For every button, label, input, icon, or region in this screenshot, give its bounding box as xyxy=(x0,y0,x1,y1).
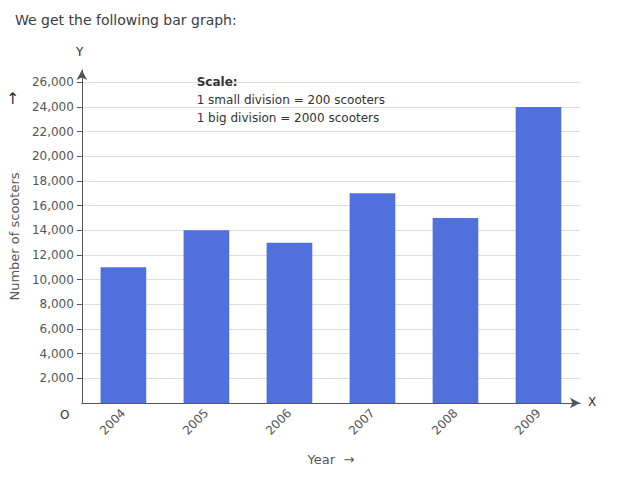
svg-text:2009: 2009 xyxy=(512,406,543,437)
svg-text:Y: Y xyxy=(75,45,84,59)
svg-text:6,000: 6,000 xyxy=(40,322,74,336)
svg-text:1 small division = 200 scooter: 1 small division = 200 scooters xyxy=(197,93,385,107)
svg-text:24,000: 24,000 xyxy=(32,100,74,114)
svg-text:Scale:: Scale: xyxy=(197,75,238,89)
svg-text:Year →: Year → xyxy=(307,452,355,467)
svg-text:4,000: 4,000 xyxy=(40,347,74,361)
svg-text:X: X xyxy=(588,395,596,409)
svg-text:20,000: 20,000 xyxy=(32,149,74,163)
svg-text:↑: ↑ xyxy=(6,89,19,108)
svg-text:26,000: 26,000 xyxy=(32,75,74,89)
svg-text:14,000: 14,000 xyxy=(32,223,74,237)
svg-text:12,000: 12,000 xyxy=(32,248,74,262)
svg-text:1 big division = 2000 scooters: 1 big division = 2000 scooters xyxy=(197,111,380,125)
svg-text:22,000: 22,000 xyxy=(32,125,74,139)
svg-text:2005: 2005 xyxy=(180,406,211,437)
svg-text:We get the following bar graph: We get the following bar graph: xyxy=(15,12,237,28)
svg-text:2006: 2006 xyxy=(263,406,294,437)
svg-text:Number of scooters: Number of scooters xyxy=(7,172,22,300)
svg-text:8,000: 8,000 xyxy=(40,297,74,311)
svg-text:O: O xyxy=(60,408,69,422)
svg-text:2004: 2004 xyxy=(97,406,128,437)
svg-text:2008: 2008 xyxy=(429,406,460,437)
svg-text:16,000: 16,000 xyxy=(32,199,74,213)
svg-text:2,000: 2,000 xyxy=(40,371,74,385)
svg-text:18,000: 18,000 xyxy=(32,174,74,188)
svg-text:2007: 2007 xyxy=(346,406,377,437)
svg-text:10,000: 10,000 xyxy=(32,273,74,287)
